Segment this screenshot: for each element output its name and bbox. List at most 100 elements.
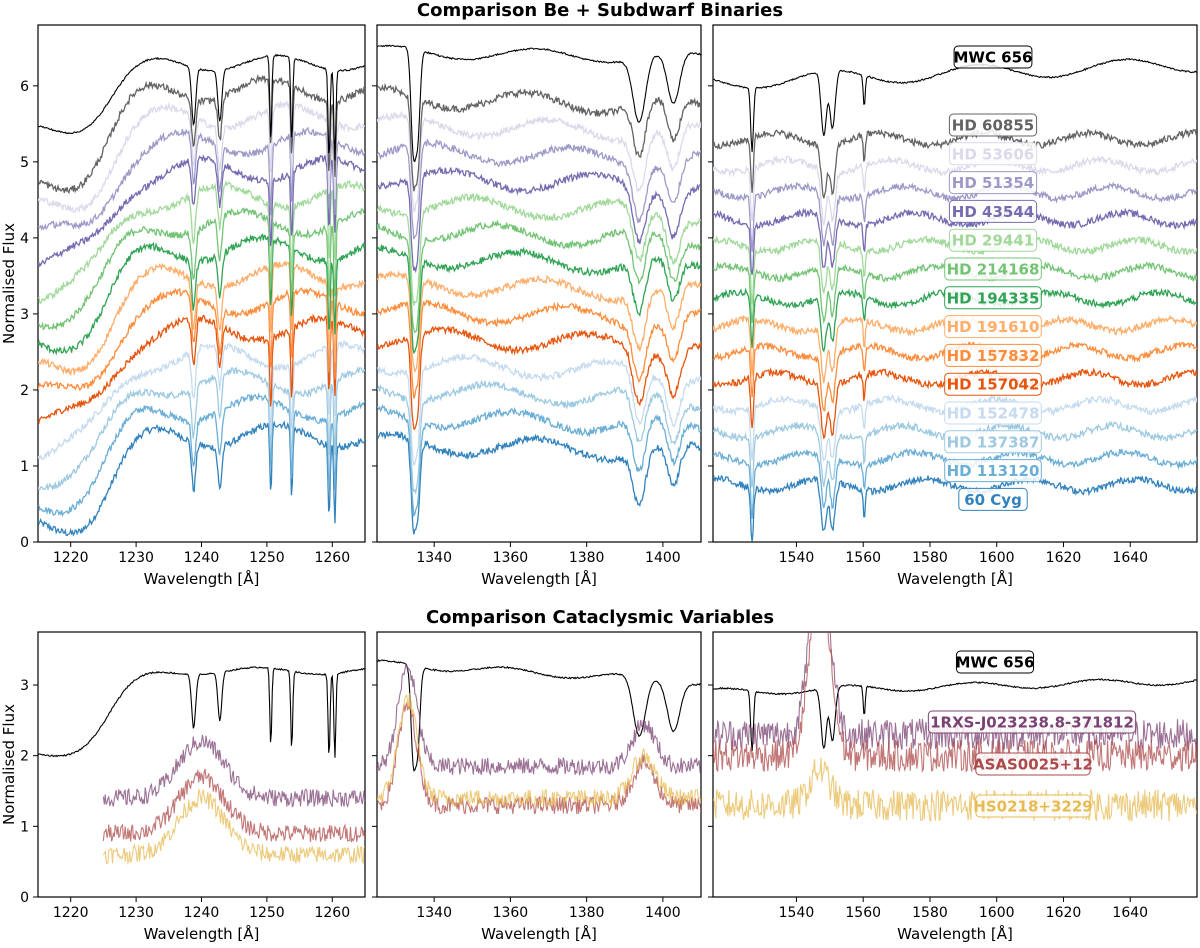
x-axis-label: Wavelength [Å] (144, 924, 260, 943)
series-label-box (948, 228, 1038, 252)
y-tick-label: 2 (20, 749, 29, 765)
series-label-box (944, 315, 1042, 339)
series-label-text: MWC 656 (955, 654, 1034, 672)
series-line-3 (377, 693, 701, 809)
series-label-text: HD 191610 (947, 318, 1040, 336)
x-tick-label: 1560 (845, 550, 881, 566)
x-axis-label: Wavelength [Å] (481, 924, 597, 943)
x-tick-label: 1620 (1046, 550, 1082, 566)
series-label-box (955, 650, 1035, 674)
x-tick-label: 1240 (184, 550, 220, 566)
x-tick-label: 1400 (645, 905, 681, 921)
x-tick-label: 1220 (53, 550, 89, 566)
y-tick-label: 2 (20, 383, 29, 399)
series-group (377, 44, 701, 535)
series-group (377, 659, 701, 815)
series-line-0 (38, 666, 365, 758)
series-label: ASAS0025+12 (973, 752, 1093, 776)
y-tick-label: 3 (20, 307, 29, 323)
series-line-2 (38, 365, 365, 492)
x-tick-label: 1580 (912, 905, 948, 921)
series-label-text: HD 113120 (947, 462, 1040, 480)
series-label-box (948, 171, 1038, 195)
x-tick-label: 1340 (416, 905, 452, 921)
series-label-box (953, 45, 1033, 69)
series-label-text: HD 60855 (952, 117, 1034, 135)
x-tick-label: 1260 (314, 905, 350, 921)
series-label-text: 1RXS-J023238.8-371812 (930, 714, 1134, 732)
series-label-box (958, 487, 1028, 511)
y-tick-label: 1 (20, 819, 29, 835)
y-axis-label: Normalised Flux (0, 223, 18, 344)
x-tick-label: 1540 (779, 905, 815, 921)
series-line-11 (38, 126, 365, 232)
x-tick-label: 1360 (493, 905, 529, 921)
series-label-text: HD 53606 (952, 145, 1034, 163)
series-line-5 (377, 299, 701, 399)
x-tick-label: 1230 (118, 905, 154, 921)
series-label-text: HD 29441 (952, 232, 1034, 250)
y-tick-label: 0 (20, 890, 29, 906)
y-tick-label: 5 (20, 155, 29, 171)
series-label: HS0218+3229 (973, 794, 1093, 818)
axes-frame (376, 631, 702, 898)
series-label: 60 Cyg (958, 487, 1028, 511)
panel-0-2: 1540 1560 1580 1600 1620 1640 Wavelength [Å] MW… (708, 24, 1198, 588)
series-label-text: 60 Cyg (964, 491, 1022, 509)
series-label: HD 157832 (944, 343, 1042, 367)
series-line-13 (38, 73, 365, 195)
series-line-0 (713, 678, 1197, 752)
series-label-text: HD 194335 (947, 289, 1040, 307)
series-line-0 (377, 431, 701, 535)
y-tick-label: 4 (20, 231, 29, 247)
panel-1-1: 1340 1360 1380 1400 Wavelength [Å] (372, 631, 702, 943)
series-line-10 (38, 154, 365, 268)
series-label: HD 194335 (944, 286, 1042, 310)
x-tick-label: 1340 (416, 550, 452, 566)
series-label: HD 51354 (948, 171, 1038, 195)
series-line-1 (377, 404, 701, 518)
panel-0-1: 1340 1360 1380 1400 Wavelength [Å] (372, 24, 702, 588)
series-label-box (975, 752, 1091, 776)
series-line-13 (377, 82, 701, 192)
x-tick-label: 1250 (249, 905, 285, 921)
series-label-text: MWC 656 (953, 49, 1032, 67)
series-label-text: HS0218+3229 (973, 798, 1092, 816)
x-axis-label: Wavelength [Å] (897, 569, 1013, 588)
series-line-9 (38, 179, 365, 305)
series-label-text: HD 157042 (947, 376, 1040, 394)
series-label-text: ASAS0025+12 (973, 756, 1093, 774)
series-label: HD 191610 (944, 315, 1042, 339)
series-line-7 (377, 244, 701, 355)
series-label-text: HD 214168 (947, 261, 1040, 279)
y-tick-label: 6 (20, 79, 29, 95)
series-line-4 (377, 325, 701, 430)
series-line-10 (377, 166, 701, 274)
series-line-4 (38, 313, 365, 425)
x-tick-label: 1220 (53, 905, 89, 921)
x-axis-label: Wavelength [Å] (144, 569, 260, 588)
series-line-11 (377, 138, 701, 240)
series-line-12 (38, 99, 365, 214)
series-label-text: HD 152478 (947, 405, 1040, 423)
series-line-0 (38, 420, 365, 537)
series-label-box (948, 199, 1038, 223)
series-line-12 (377, 110, 701, 213)
series-label-box (944, 430, 1042, 454)
x-tick-label: 1600 (979, 905, 1015, 921)
series-label-box (948, 142, 1038, 166)
series-label: MWC 656 (953, 45, 1033, 69)
series-line-9 (377, 192, 701, 306)
x-tick-label: 1260 (314, 550, 350, 566)
series-label-box (944, 459, 1042, 483)
series-label-box (944, 286, 1042, 310)
series-label-text: HD 137387 (947, 433, 1040, 451)
series-line-0 (713, 474, 1197, 542)
series-line-3 (102, 787, 365, 866)
series-line-8 (38, 207, 365, 331)
series-label: HD 60855 (948, 113, 1038, 137)
axes-frame (712, 24, 1198, 543)
x-tick-label: 1240 (184, 905, 220, 921)
x-tick-label: 1380 (569, 550, 605, 566)
series-label: HD 29441 (948, 228, 1038, 252)
